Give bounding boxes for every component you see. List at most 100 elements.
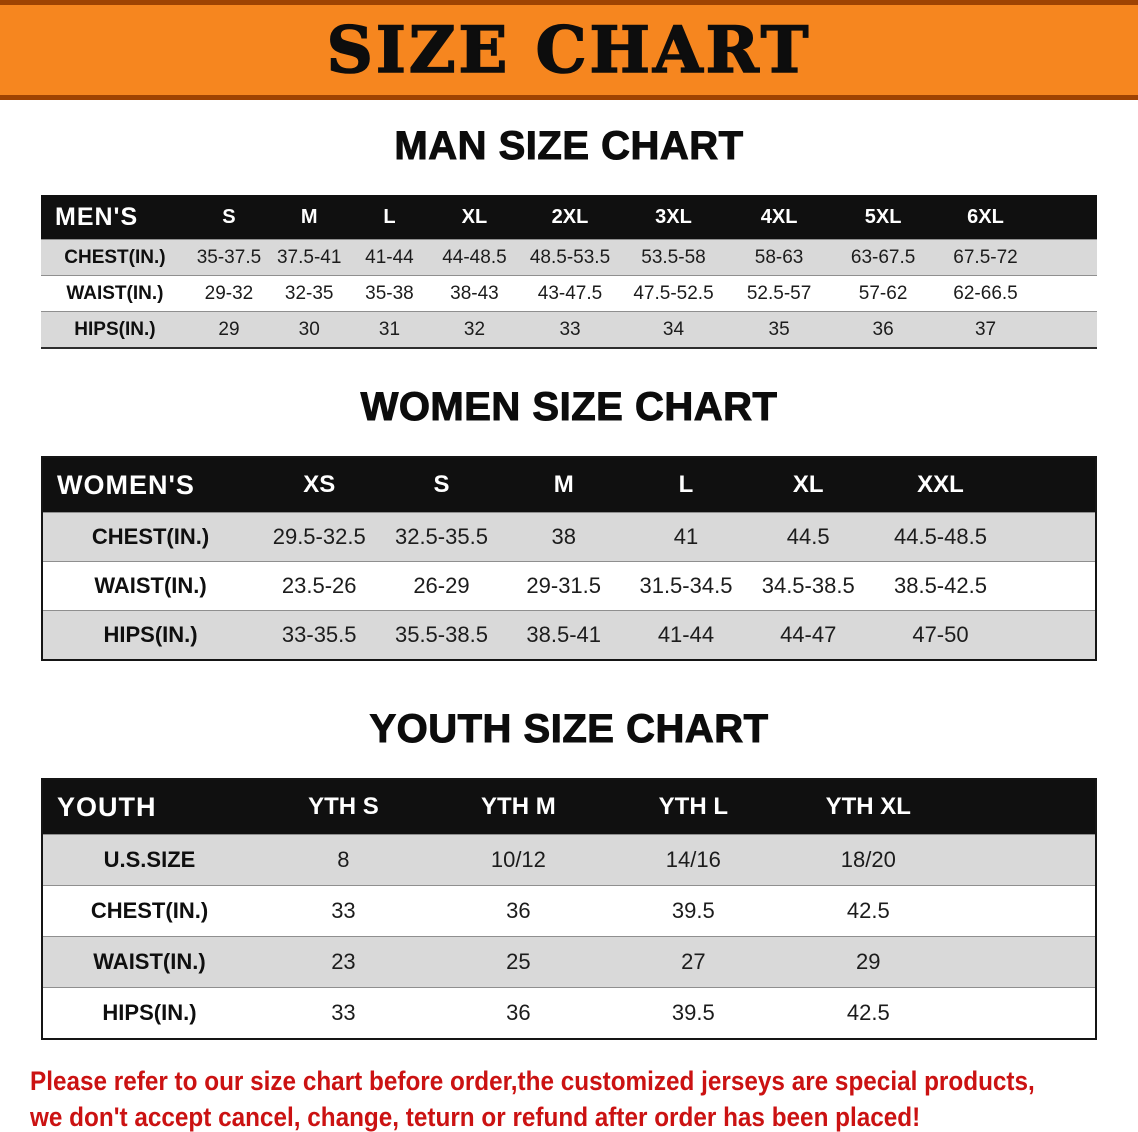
cell: 29 xyxy=(218,318,240,340)
column-header-l: L xyxy=(624,457,748,513)
row-label: HIPS(IN.) xyxy=(102,1000,197,1025)
cell: 34.5-38.5 xyxy=(761,573,855,598)
cell: 32-35 xyxy=(284,282,334,304)
spacer-cell xyxy=(956,886,1096,937)
spacer-cell xyxy=(1011,457,1096,513)
cell: 26-29 xyxy=(413,573,470,598)
cell: 39.5 xyxy=(671,898,715,923)
row-label: WAIST(IN.) xyxy=(94,573,207,598)
men-size-table: MEN'S S M L XL 2XL 3XL 4XL 5XL 6XL CHEST(IN.) 35-37… xyxy=(41,195,1097,349)
column-header-s: S xyxy=(380,457,503,513)
spacer-cell xyxy=(956,937,1096,988)
spacer-cell xyxy=(1037,276,1097,312)
cell: 67.5-72 xyxy=(953,246,1018,268)
cell: 32 xyxy=(463,318,486,340)
cell: 33 xyxy=(331,1000,356,1025)
spacer-cell xyxy=(956,988,1096,1040)
cell: 8 xyxy=(337,847,350,872)
cell: 42.5 xyxy=(846,898,890,923)
cell: 44-47 xyxy=(780,622,837,647)
cell: 44-48.5 xyxy=(442,246,507,268)
footer-note: Please refer to our size chart before or… xyxy=(30,1066,1108,1132)
cell: 58-63 xyxy=(754,246,804,268)
cell: 32.5-35.5 xyxy=(394,524,488,549)
cell: 23.5-26 xyxy=(281,573,357,598)
cell: 36 xyxy=(506,898,531,923)
table-row: HIPS(IN.) 33 36 39.5 42.5 xyxy=(42,987,1096,1040)
cell: 30 xyxy=(298,318,320,340)
cell: 25 xyxy=(506,949,531,974)
column-header-xl: XL xyxy=(747,457,870,513)
cell: 29-31.5 xyxy=(526,573,602,598)
youth-section-title: YOUTH SIZE CHART xyxy=(369,707,769,752)
row-label: HIPS(IN.) xyxy=(74,318,156,340)
row-label: CHEST(IN.) xyxy=(64,246,166,268)
row-label: WAIST(IN.) xyxy=(93,949,206,974)
cell: 18/20 xyxy=(840,847,896,872)
column-header-5xl: 5XL xyxy=(831,195,935,240)
header-row: MEN'S S M L XL 2XL 3XL 4XL 5XL 6XL xyxy=(41,195,1097,240)
cell: 43-47.5 xyxy=(537,282,603,304)
women-size-table: WOMEN'S XS S M L XL XXL CHEST(IN.) 29.5-32.5 32.5… xyxy=(41,456,1097,661)
cell: 34 xyxy=(662,318,685,340)
column-header-yth-s: YTH S xyxy=(255,779,431,835)
column-header-l: L xyxy=(349,195,430,240)
cell: 29 xyxy=(856,949,881,974)
column-header-m: M xyxy=(502,457,625,513)
column-header-xxl: XXL xyxy=(869,457,1012,513)
banner: SIZE CHART xyxy=(0,0,1138,100)
footer-note-line1: Please refer to our size chart before or… xyxy=(30,1066,1035,1096)
column-header-6xl: 6XL xyxy=(934,195,1037,240)
men-size-section: MAN SIZE CHART MEN'S S M L XL 2XL 3XL 4XL 5XL 6XL… xyxy=(0,124,1138,349)
cell: 57-62 xyxy=(858,282,908,304)
youth-size-table: YOUTH YTH S YTH M YTH L YTH XL U.S.SIZE 8 10/12… xyxy=(41,778,1097,1040)
cell: 44.5-48.5 xyxy=(893,524,987,549)
column-header-2xl: 2XL xyxy=(519,195,621,240)
men-section-title: MAN SIZE CHART xyxy=(394,124,744,169)
cell: 35-37.5 xyxy=(196,246,262,268)
cell: 29.5-32.5 xyxy=(272,524,366,549)
cell: 14/16 xyxy=(665,847,721,872)
header-row: YOUTH YTH S YTH M YTH L YTH XL xyxy=(42,779,1096,835)
cell: 41-44 xyxy=(365,246,414,268)
column-header-3xl: 3XL xyxy=(620,195,727,240)
spacer-cell xyxy=(956,835,1096,886)
cell: 39.5 xyxy=(671,1000,715,1025)
cell: 33-35.5 xyxy=(281,622,357,647)
spacer-cell xyxy=(1012,562,1096,611)
column-header-yth-l: YTH L xyxy=(605,779,781,835)
women-size-section: WOMEN SIZE CHART WOMEN'S XS S M L XL XXL CHEST(… xyxy=(0,385,1138,661)
table-row: CHEST(IN.) 33 36 39.5 42.5 xyxy=(42,885,1096,937)
cell: 44.5 xyxy=(786,524,830,549)
cell: 47-50 xyxy=(912,622,969,647)
cell: 36 xyxy=(872,318,894,340)
table-row: CHEST(IN.) 35-37.5 37.5-41 41-44 44-48.5 48.5… xyxy=(41,239,1097,276)
cell: 35-38 xyxy=(365,282,414,304)
cell: 38 xyxy=(551,524,576,549)
cell: 37 xyxy=(974,318,997,340)
table-row: WAIST(IN.) 23 25 27 29 xyxy=(42,936,1096,988)
table-row: WAIST(IN.) 29-32 32-35 35-38 38-43 43-47.5 47.… xyxy=(41,275,1097,312)
spacer-cell xyxy=(1012,611,1096,661)
cell: 10/12 xyxy=(490,847,546,872)
cell: 42.5 xyxy=(846,1000,890,1025)
cell: 36 xyxy=(506,1000,531,1025)
row-label: CHEST(IN.) xyxy=(91,524,210,549)
cell: 38-43 xyxy=(450,282,499,304)
column-header-m: M xyxy=(269,195,350,240)
men-table-title: MEN'S xyxy=(41,195,189,240)
spacer-cell xyxy=(955,779,1096,835)
table-row: CHEST(IN.) 29.5-32.5 32.5-35.5 38 41 44.5 44.5… xyxy=(42,512,1096,562)
spacer-cell xyxy=(1037,312,1097,349)
row-label: HIPS(IN.) xyxy=(103,622,198,647)
cell: 63-67.5 xyxy=(850,246,916,268)
cell: 29-32 xyxy=(204,282,254,304)
spacer-cell xyxy=(1037,240,1097,276)
spacer-cell xyxy=(1012,513,1096,562)
cell: 31 xyxy=(378,318,401,340)
youth-size-section: YOUTH SIZE CHART YOUTH YTH S YTH M YTH L YTH… xyxy=(0,707,1138,1040)
cell: 35.5-38.5 xyxy=(394,622,488,647)
cell: 33 xyxy=(559,318,581,340)
page-title: SIZE CHART xyxy=(326,12,812,89)
cell: 48.5-53.5 xyxy=(529,246,611,268)
